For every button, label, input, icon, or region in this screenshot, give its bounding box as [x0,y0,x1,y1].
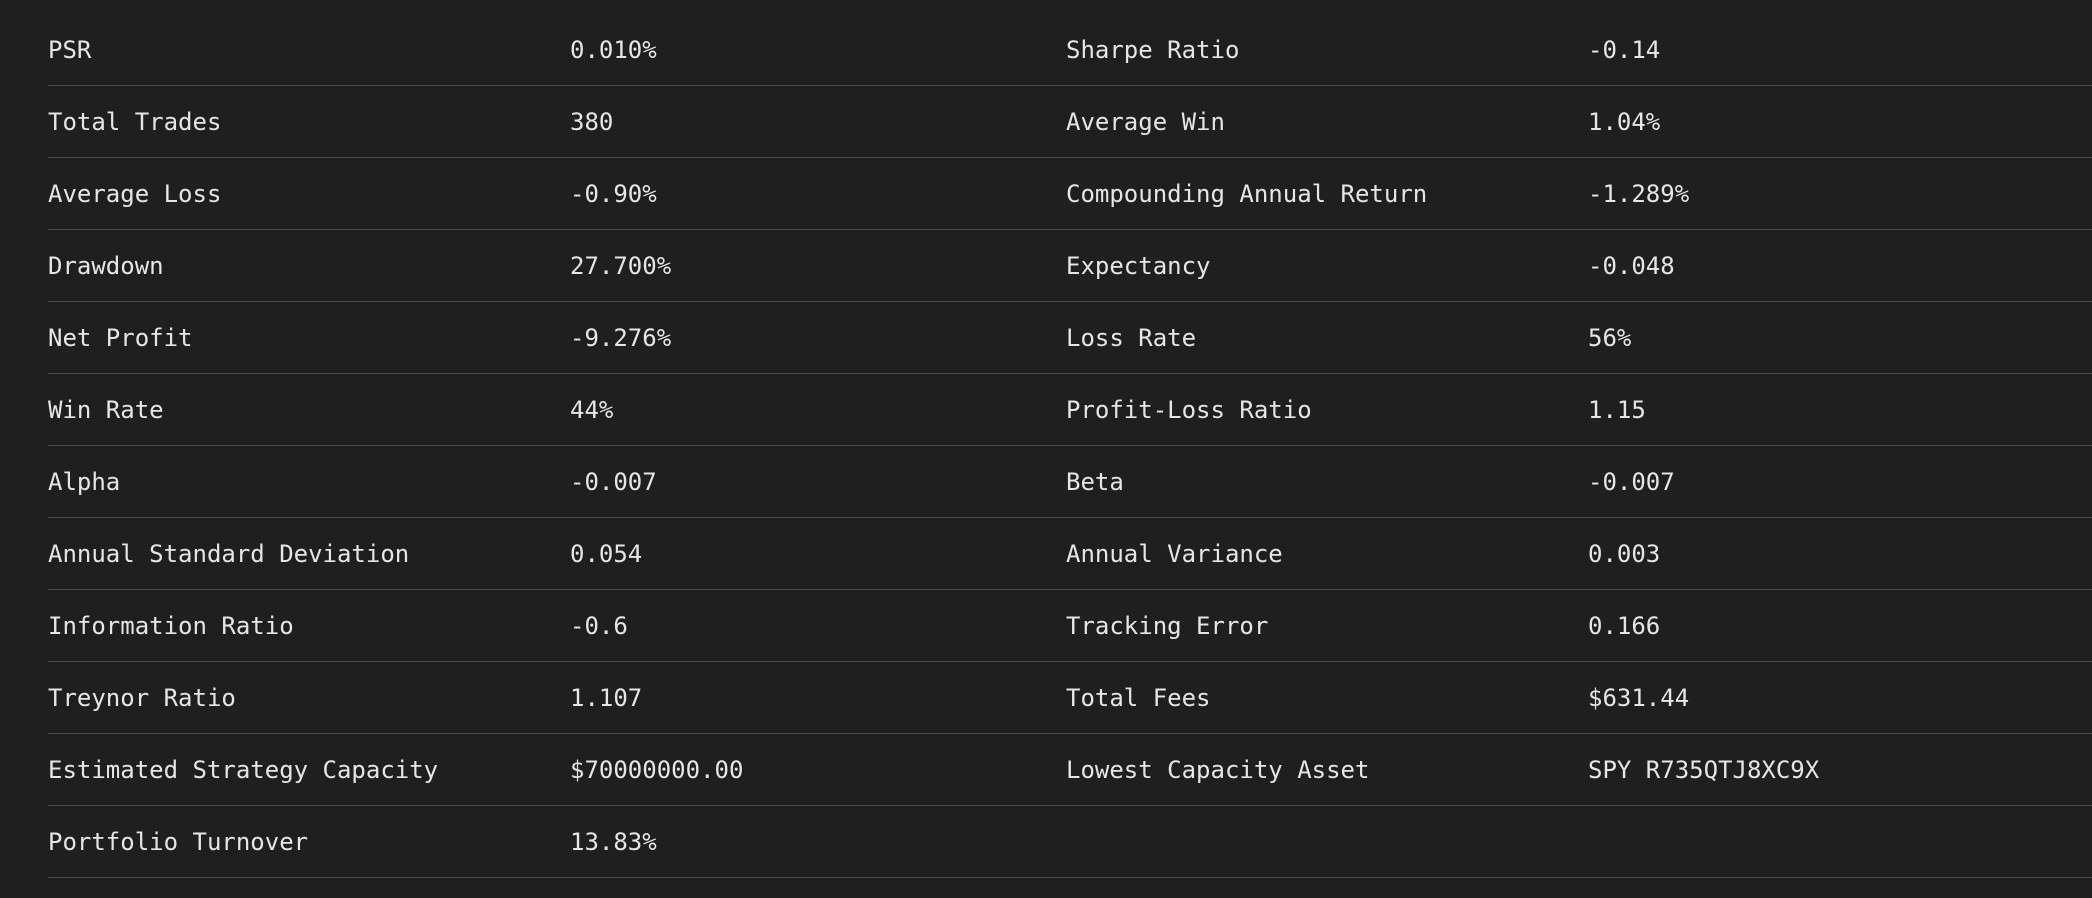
table-row: Alpha -0.007 Beta -0.007 [48,446,2092,518]
stat-label: Average Win [1066,86,1588,158]
stat-value: 0.166 [1588,590,2092,662]
stat-value: 380 [570,86,1066,158]
table-row: Estimated Strategy Capacity $70000000.00… [48,734,2092,806]
stat-label: Information Ratio [48,590,570,662]
table-row: Portfolio Turnover 13.83% [48,806,2092,878]
stat-label: Treynor Ratio [48,662,570,734]
stat-label: Profit-Loss Ratio [1066,374,1588,446]
stat-value: -0.007 [570,446,1066,518]
table-row: Net Profit -9.276% Loss Rate 56% [48,302,2092,374]
stat-label: Annual Variance [1066,518,1588,590]
stat-label: Total Trades [48,86,570,158]
stat-label: Estimated Strategy Capacity [48,734,570,806]
stat-label: Win Rate [48,374,570,446]
statistics-table: PSR 0.010% Sharpe Ratio -0.14 Total Trad… [48,14,2092,878]
table-row: Drawdown 27.700% Expectancy -0.048 [48,230,2092,302]
stat-label: Loss Rate [1066,302,1588,374]
table-row: Total Trades 380 Average Win 1.04% [48,86,2092,158]
stat-label: Compounding Annual Return [1066,158,1588,230]
stat-value: 1.107 [570,662,1066,734]
table-row: Average Loss -0.90% Compounding Annual R… [48,158,2092,230]
stat-label: Annual Standard Deviation [48,518,570,590]
stat-value: 0.054 [570,518,1066,590]
stat-value: -0.90% [570,158,1066,230]
stat-value [1588,806,2092,878]
stat-label: Portfolio Turnover [48,806,570,878]
stat-label: Alpha [48,446,570,518]
stat-value: 27.700% [570,230,1066,302]
stat-value: 1.04% [1588,86,2092,158]
stat-label: PSR [48,14,570,86]
stat-value: -0.14 [1588,14,2092,86]
stat-value: 56% [1588,302,2092,374]
stat-value: 1.15 [1588,374,2092,446]
table-row: Treynor Ratio 1.107 Total Fees $631.44 [48,662,2092,734]
stat-label: Drawdown [48,230,570,302]
stat-value: 0.003 [1588,518,2092,590]
stat-label: Net Profit [48,302,570,374]
stat-value: SPY R735QTJ8XC9X [1588,734,2092,806]
stat-label: Expectancy [1066,230,1588,302]
table-row: Information Ratio -0.6 Tracking Error 0.… [48,590,2092,662]
stat-value: -9.276% [570,302,1066,374]
stat-value: 0.010% [570,14,1066,86]
stat-label: Beta [1066,446,1588,518]
stat-value: $70000000.00 [570,734,1066,806]
stat-label: Sharpe Ratio [1066,14,1588,86]
stat-label: Average Loss [48,158,570,230]
stat-value: $631.44 [1588,662,2092,734]
table-row: PSR 0.010% Sharpe Ratio -0.14 [48,14,2092,86]
stat-label: Lowest Capacity Asset [1066,734,1588,806]
stat-label: Tracking Error [1066,590,1588,662]
stat-label: Total Fees [1066,662,1588,734]
stat-value: -0.6 [570,590,1066,662]
table-row: Win Rate 44% Profit-Loss Ratio 1.15 [48,374,2092,446]
stat-value: 44% [570,374,1066,446]
stat-value: -0.048 [1588,230,2092,302]
stat-value: -0.007 [1588,446,2092,518]
stat-value: -1.289% [1588,158,2092,230]
stat-value: 13.83% [570,806,1066,878]
stat-label [1066,806,1588,878]
table-row: Annual Standard Deviation 0.054 Annual V… [48,518,2092,590]
